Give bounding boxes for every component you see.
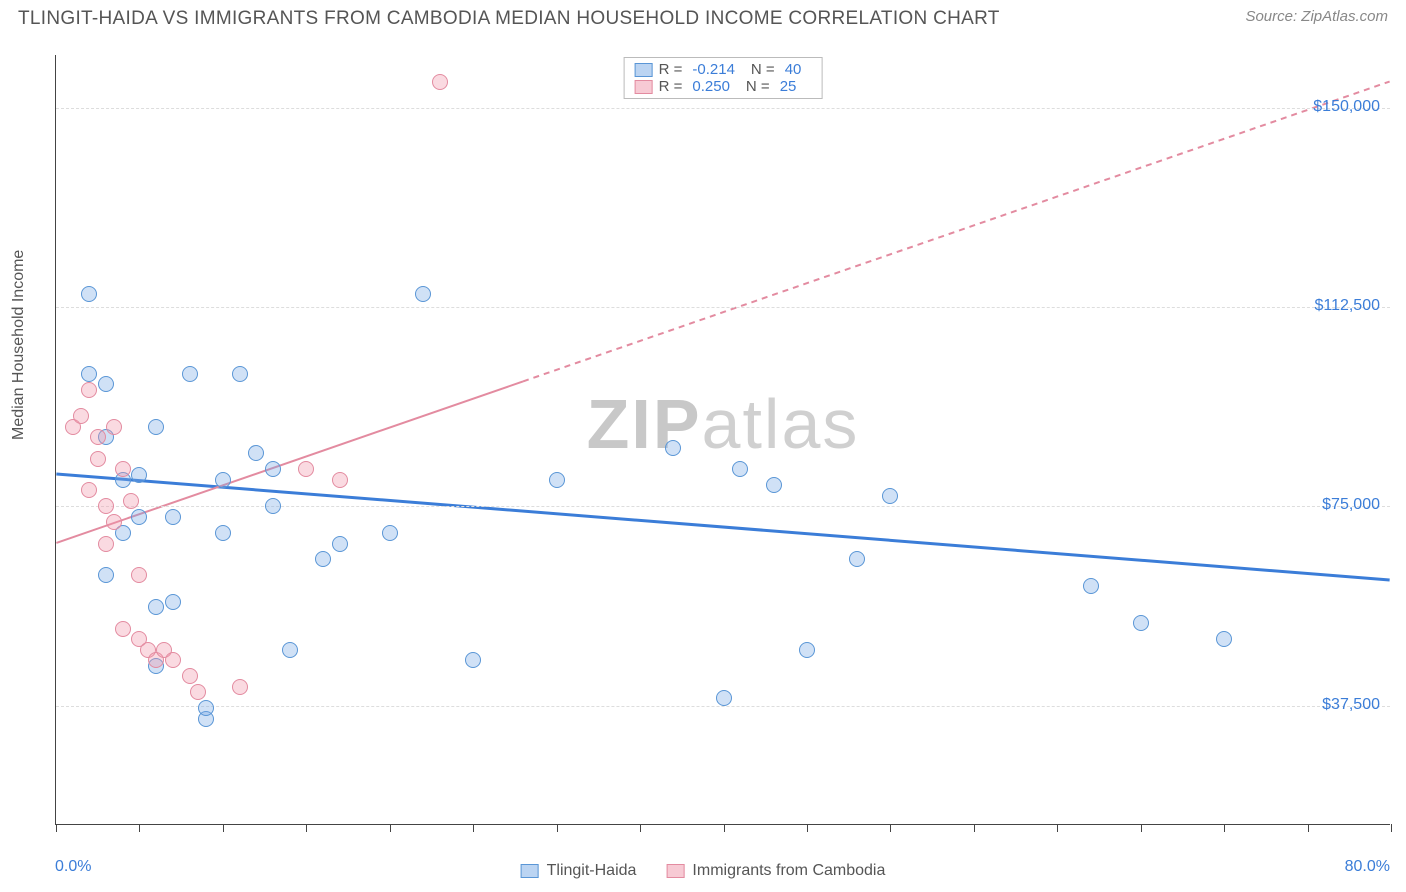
swatch-pink <box>666 864 684 878</box>
x-tick <box>1391 824 1392 832</box>
swatch-pink <box>635 80 653 94</box>
data-point <box>248 445 264 461</box>
x-tick <box>974 824 975 832</box>
data-point <box>549 472 565 488</box>
data-point <box>1083 578 1099 594</box>
data-point <box>90 429 106 445</box>
y-tick-label: $75,000 <box>1322 496 1380 514</box>
x-max-label: 80.0% <box>1345 858 1390 876</box>
data-point <box>182 668 198 684</box>
data-point <box>98 498 114 514</box>
swatch-blue <box>521 864 539 878</box>
chart-title: TLINGIT-HAIDA VS IMMIGRANTS FROM CAMBODI… <box>18 8 1000 30</box>
gridline <box>56 307 1390 308</box>
data-point <box>115 621 131 637</box>
data-point <box>1133 615 1149 631</box>
data-point <box>73 408 89 424</box>
data-point <box>882 488 898 504</box>
x-tick <box>223 824 224 832</box>
x-tick <box>640 824 641 832</box>
x-tick <box>557 824 558 832</box>
y-tick-label: $150,000 <box>1313 98 1380 116</box>
data-point <box>148 419 164 435</box>
data-point <box>131 509 147 525</box>
data-point <box>190 684 206 700</box>
data-point <box>81 286 97 302</box>
data-point <box>849 551 865 567</box>
x-tick <box>1141 824 1142 832</box>
data-point <box>165 594 181 610</box>
legend-item-1: Tlingit-Haida <box>521 862 637 880</box>
data-point <box>106 514 122 530</box>
legend-row-2: R =0.250 N =25 <box>635 78 812 95</box>
scatter-chart: ZIPatlas R =-0.214 N =40 R =0.250 N =25 … <box>55 55 1390 825</box>
x-tick <box>306 824 307 832</box>
data-point <box>315 551 331 567</box>
data-point <box>232 366 248 382</box>
data-point <box>106 419 122 435</box>
x-tick <box>1057 824 1058 832</box>
data-point <box>131 467 147 483</box>
legend-item-2: Immigrants from Cambodia <box>666 862 885 880</box>
x-tick <box>56 824 57 832</box>
data-point <box>98 376 114 392</box>
data-point <box>115 461 131 477</box>
data-point <box>81 382 97 398</box>
data-point <box>415 286 431 302</box>
trend-lines-layer <box>56 55 1390 824</box>
data-point <box>265 461 281 477</box>
data-point <box>265 498 281 514</box>
correlation-legend: R =-0.214 N =40 R =0.250 N =25 <box>624 57 823 99</box>
x-tick <box>807 824 808 832</box>
x-tick <box>139 824 140 832</box>
data-point <box>716 690 732 706</box>
data-point <box>215 525 231 541</box>
data-point <box>332 472 348 488</box>
data-point <box>182 366 198 382</box>
data-point <box>232 679 248 695</box>
data-point <box>215 472 231 488</box>
source-attribution: Source: ZipAtlas.com <box>1245 8 1388 25</box>
data-point <box>148 599 164 615</box>
data-point <box>799 642 815 658</box>
data-point <box>332 536 348 552</box>
data-point <box>123 493 139 509</box>
gridline <box>56 506 1390 507</box>
x-min-label: 0.0% <box>55 858 91 876</box>
x-tick <box>473 824 474 832</box>
data-point <box>282 642 298 658</box>
data-point <box>198 700 214 716</box>
data-point <box>665 440 681 456</box>
data-point <box>432 74 448 90</box>
data-point <box>382 525 398 541</box>
data-point <box>98 567 114 583</box>
x-tick <box>1308 824 1309 832</box>
swatch-blue <box>635 63 653 77</box>
y-axis-label: Median Household Income <box>10 250 28 440</box>
watermark: ZIPatlas <box>587 384 860 464</box>
data-point <box>81 482 97 498</box>
x-tick <box>1224 824 1225 832</box>
x-tick <box>390 824 391 832</box>
data-point <box>165 652 181 668</box>
data-point <box>732 461 748 477</box>
data-point <box>766 477 782 493</box>
gridline <box>56 706 1390 707</box>
data-point <box>131 567 147 583</box>
data-point <box>165 509 181 525</box>
data-point <box>90 451 106 467</box>
gridline <box>56 108 1390 109</box>
data-point <box>298 461 314 477</box>
data-point <box>81 366 97 382</box>
y-tick-label: $112,500 <box>1314 297 1380 315</box>
data-point <box>1216 631 1232 647</box>
x-tick <box>890 824 891 832</box>
data-point <box>98 536 114 552</box>
series-legend: Tlingit-Haida Immigrants from Cambodia <box>521 862 886 880</box>
legend-row-1: R =-0.214 N =40 <box>635 61 812 78</box>
data-point <box>465 652 481 668</box>
x-tick <box>724 824 725 832</box>
y-tick-label: $37,500 <box>1322 696 1380 714</box>
